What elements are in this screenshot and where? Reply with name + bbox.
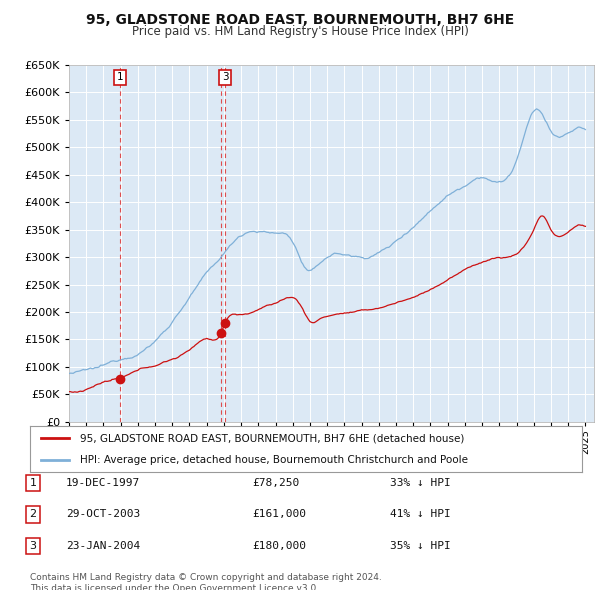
Text: £161,000: £161,000 <box>252 510 306 519</box>
Text: 3: 3 <box>29 542 37 551</box>
Text: 1: 1 <box>117 73 124 83</box>
Text: Contains HM Land Registry data © Crown copyright and database right 2024.: Contains HM Land Registry data © Crown c… <box>30 573 382 582</box>
Text: 95, GLADSTONE ROAD EAST, BOURNEMOUTH, BH7 6HE (detached house): 95, GLADSTONE ROAD EAST, BOURNEMOUTH, BH… <box>80 434 464 444</box>
Text: 23-JAN-2004: 23-JAN-2004 <box>66 542 140 551</box>
Text: 29-OCT-2003: 29-OCT-2003 <box>66 510 140 519</box>
Text: Price paid vs. HM Land Registry's House Price Index (HPI): Price paid vs. HM Land Registry's House … <box>131 25 469 38</box>
Text: HPI: Average price, detached house, Bournemouth Christchurch and Poole: HPI: Average price, detached house, Bour… <box>80 454 467 464</box>
Text: This data is licensed under the Open Government Licence v3.0.: This data is licensed under the Open Gov… <box>30 584 319 590</box>
Text: 19-DEC-1997: 19-DEC-1997 <box>66 478 140 487</box>
Text: £180,000: £180,000 <box>252 542 306 551</box>
Text: 3: 3 <box>222 73 229 83</box>
Text: 35% ↓ HPI: 35% ↓ HPI <box>390 542 451 551</box>
Text: 41% ↓ HPI: 41% ↓ HPI <box>390 510 451 519</box>
Text: 2: 2 <box>29 510 37 519</box>
Text: 95, GLADSTONE ROAD EAST, BOURNEMOUTH, BH7 6HE: 95, GLADSTONE ROAD EAST, BOURNEMOUTH, BH… <box>86 13 514 27</box>
Text: 33% ↓ HPI: 33% ↓ HPI <box>390 478 451 487</box>
Text: 1: 1 <box>29 478 37 487</box>
Text: £78,250: £78,250 <box>252 478 299 487</box>
